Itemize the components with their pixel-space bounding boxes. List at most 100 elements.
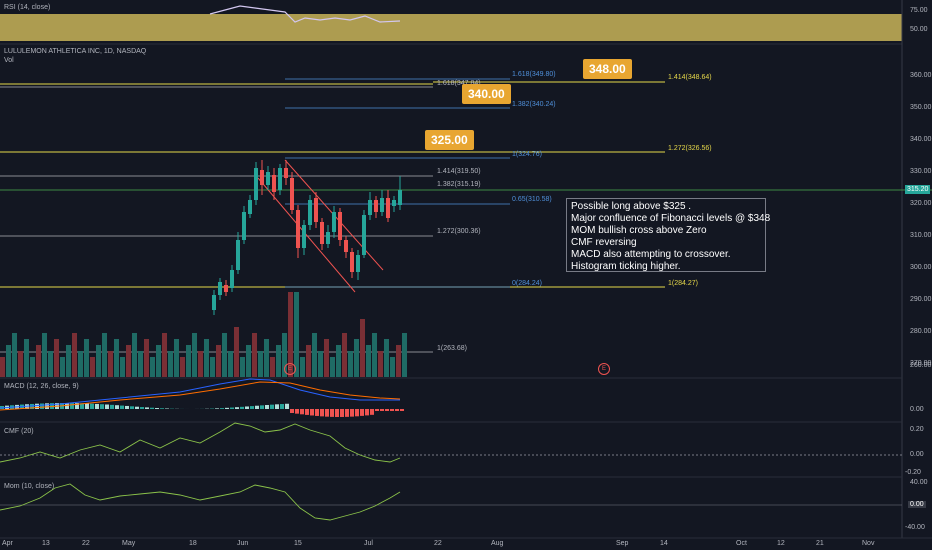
cmf-title[interactable]: CMF (20)	[4, 428, 34, 435]
mom-tick-40: 40.00	[910, 479, 928, 486]
volume-bar	[162, 333, 167, 377]
current-price-tag: 315.20	[905, 185, 931, 194]
time-tick: Aug	[491, 540, 504, 547]
macd-histogram-bar	[115, 405, 119, 409]
volume-bar	[132, 333, 137, 377]
time-tick: 22	[434, 540, 442, 547]
volume-bar	[12, 333, 17, 377]
target-348-callout[interactable]: 348.00	[583, 59, 632, 79]
macd-histogram-bar	[255, 405, 259, 409]
fib-label: 1.382(340.24)	[512, 101, 556, 108]
macd-histogram-bar	[70, 403, 74, 409]
macd-histogram-bar	[295, 409, 299, 414]
volume-bar	[378, 351, 383, 377]
earnings-marker-icon[interactable]: E	[598, 363, 610, 375]
macd-histogram-bar	[240, 406, 244, 409]
cmf-line	[0, 422, 401, 463]
candle-body	[266, 172, 270, 185]
volume-bar	[276, 345, 281, 377]
macd-histogram-bar	[290, 409, 294, 413]
macd-histogram-bar	[270, 404, 274, 409]
time-tick: Jun	[237, 540, 249, 547]
volume-bar	[216, 345, 221, 377]
target-340-callout[interactable]: 340.00	[462, 84, 511, 104]
mom-line	[0, 483, 401, 521]
volume-bar	[246, 345, 251, 377]
volume-bar	[312, 333, 317, 377]
macd-histogram-bar	[300, 409, 304, 415]
volume-bar	[126, 345, 131, 377]
time-tick: Oct	[736, 540, 747, 547]
candle-body	[296, 210, 300, 248]
time-tick: Jul	[364, 540, 373, 547]
rsi-tick-50: 50.00	[910, 26, 928, 33]
volume-bar	[108, 351, 113, 377]
volume-bar	[48, 351, 53, 377]
macd-histogram-bar	[215, 408, 219, 409]
macd-histogram-bar	[315, 409, 319, 416]
earnings-marker-icon[interactable]: E	[284, 363, 296, 375]
macd-histogram-bar	[45, 403, 49, 409]
note-line: Possible long above $325 .	[571, 201, 692, 212]
volume-bar	[66, 345, 71, 377]
macd-histogram-bar	[400, 409, 404, 411]
rsi-title[interactable]: RSI (14, close)	[4, 4, 51, 11]
macd-histogram-bar	[275, 404, 279, 409]
vol-title[interactable]: Vol	[4, 57, 14, 64]
volume-bar	[336, 345, 341, 377]
macd-histogram-bar	[130, 406, 134, 409]
note-line: Major confluence of Fibonacci levels @ $…	[571, 213, 771, 224]
price-tick: 290.00	[910, 296, 932, 303]
candle-body	[242, 212, 246, 240]
candle-body	[278, 168, 282, 190]
fib-label: 1(263.68)	[437, 345, 467, 352]
candle-body	[260, 170, 264, 185]
macd-histogram-bar	[165, 408, 169, 409]
macd-line	[0, 378, 400, 409]
volume-bar	[36, 345, 41, 377]
volume-bar	[228, 351, 233, 377]
volume-bars	[0, 292, 407, 377]
macd-histogram-bar	[360, 409, 364, 416]
candle-body	[236, 240, 240, 270]
volume-bar	[324, 339, 329, 377]
macd-histogram-bar	[90, 403, 94, 409]
time-tick: Apr	[2, 540, 13, 547]
macd-histogram-bar	[110, 404, 114, 409]
volume-bar	[204, 339, 209, 377]
candle-body	[218, 282, 222, 295]
candlesticks	[212, 160, 402, 315]
volume-bar	[84, 339, 89, 377]
analysis-note[interactable]: Possible long above $325 . Major conflue…	[566, 198, 771, 272]
macd-histogram-bar	[265, 404, 269, 409]
fib-label: 1.414(319.50)	[437, 168, 481, 175]
macd-histogram-bar	[350, 409, 354, 417]
volume-bar	[186, 345, 191, 377]
time-tick: 12	[777, 540, 785, 547]
volume-bar	[330, 357, 335, 377]
volume-bar	[282, 333, 287, 377]
symbol-title[interactable]: LULULEMON ATHLETICA INC, 1D, NASDAQ	[4, 48, 147, 55]
macd-histogram-bar	[375, 409, 379, 411]
macd-histogram-bar	[30, 403, 34, 409]
macd-histogram-bar	[235, 407, 239, 409]
candle-body	[356, 255, 360, 272]
candle-body	[392, 200, 396, 206]
time-tick: May	[122, 540, 136, 547]
volume-bar	[258, 351, 263, 377]
macd-histogram-bar	[140, 407, 144, 409]
volume-bar	[288, 292, 293, 377]
time-tick: 21	[816, 540, 824, 547]
macd-histogram-bar	[135, 406, 139, 409]
macd-title[interactable]: MACD (12, 26, close, 9)	[4, 383, 79, 390]
candle-body	[326, 232, 330, 244]
time-tick: 14	[660, 540, 668, 547]
volume-bar	[234, 327, 239, 377]
rsi-band	[0, 14, 902, 41]
target-325-callout[interactable]: 325.00	[425, 130, 474, 150]
macd-histogram-bar	[225, 407, 229, 409]
macd-histogram-bar	[245, 406, 249, 409]
macd-tick-0: 0.00	[910, 406, 924, 413]
mom-title[interactable]: Mom (10, close)	[4, 483, 55, 490]
